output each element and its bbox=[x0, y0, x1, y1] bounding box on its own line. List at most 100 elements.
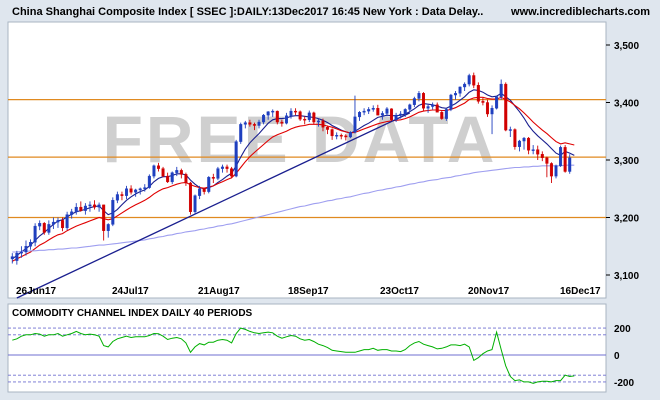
candle-body bbox=[422, 93, 426, 109]
candle-body bbox=[339, 135, 343, 137]
cci-title: COMMODITY CHANNEL INDEX DAILY 40 PERIODS bbox=[12, 308, 253, 319]
candle-body bbox=[522, 137, 526, 142]
candle-body bbox=[230, 168, 234, 177]
candle-body bbox=[431, 104, 435, 107]
price-y-tick-label: 3,200 bbox=[614, 214, 639, 225]
candle-body bbox=[56, 220, 60, 223]
candle-body bbox=[70, 211, 74, 215]
x-tick-label: 18Sep17 bbox=[288, 286, 329, 297]
candle-body bbox=[33, 225, 37, 243]
trendline-group bbox=[16, 112, 411, 299]
candle-body bbox=[280, 121, 284, 124]
candle-body bbox=[367, 109, 371, 112]
candle-body bbox=[102, 204, 106, 231]
candle-body bbox=[559, 147, 563, 166]
candle-body bbox=[549, 163, 553, 177]
price-y-tick-label: 3,100 bbox=[614, 271, 639, 282]
cci-line bbox=[12, 327, 575, 384]
candle-body bbox=[371, 108, 375, 110]
candle-body bbox=[93, 204, 97, 208]
candle-body bbox=[527, 137, 531, 151]
candle-body bbox=[426, 106, 430, 109]
candle-body bbox=[248, 122, 252, 125]
candle-body bbox=[161, 168, 165, 177]
cci-y-tick-label: 0 bbox=[614, 351, 620, 362]
candle-body bbox=[262, 114, 266, 123]
trendline bbox=[16, 112, 411, 299]
candle-body bbox=[531, 149, 535, 151]
candle-body bbox=[348, 132, 352, 138]
candle-body bbox=[65, 214, 69, 229]
candle-body bbox=[449, 94, 453, 110]
candle-body bbox=[106, 224, 110, 231]
candle-body bbox=[211, 177, 215, 179]
candle-body bbox=[179, 170, 183, 175]
candle-body bbox=[193, 195, 197, 212]
candle-body bbox=[284, 115, 288, 124]
candle-body bbox=[134, 189, 138, 193]
candle-body bbox=[271, 110, 275, 113]
candle-body bbox=[495, 96, 499, 109]
candle-body bbox=[207, 177, 211, 192]
cci-y-tick-label: -200 bbox=[614, 378, 634, 389]
candle-body bbox=[97, 204, 101, 208]
candle-body bbox=[463, 83, 467, 88]
candle-body bbox=[316, 120, 320, 123]
candle-body bbox=[298, 111, 302, 120]
candle-body bbox=[326, 127, 330, 130]
candle-body bbox=[220, 166, 224, 169]
candle-body bbox=[403, 109, 407, 115]
candle-body bbox=[408, 104, 412, 110]
candle-body bbox=[42, 223, 46, 233]
ma-mid-line bbox=[12, 96, 575, 262]
ma-short-line bbox=[11, 89, 575, 260]
candle-body bbox=[79, 206, 83, 211]
cci-y-tick-label: 200 bbox=[614, 324, 631, 335]
candle-body bbox=[358, 112, 362, 118]
candle-body bbox=[485, 102, 489, 115]
candle-body bbox=[38, 223, 42, 227]
candle-body bbox=[19, 251, 23, 254]
candle-body bbox=[568, 157, 572, 172]
candle-body bbox=[453, 93, 457, 96]
candle-body bbox=[120, 194, 124, 196]
candle-body bbox=[175, 170, 179, 173]
candle-body bbox=[152, 165, 156, 177]
candle-body bbox=[257, 121, 261, 126]
candle-body bbox=[138, 188, 142, 191]
candle-body bbox=[417, 93, 421, 99]
candle-body bbox=[266, 111, 270, 116]
candle-body bbox=[385, 108, 389, 114]
moving-averages bbox=[11, 89, 575, 262]
candle-body bbox=[125, 188, 129, 196]
x-tick-label: 21Aug17 bbox=[198, 286, 240, 297]
x-tick-label: 24Jul17 bbox=[112, 286, 149, 297]
candle-body bbox=[399, 113, 403, 116]
candle-body bbox=[412, 98, 416, 105]
candle-body bbox=[188, 182, 192, 212]
candle-body bbox=[83, 205, 87, 211]
candle-body bbox=[74, 206, 78, 212]
candle-body bbox=[24, 246, 28, 253]
site-label: www.incrediblecharts.com bbox=[510, 6, 650, 18]
price-x-axis: 26Jun17 24Jul17 21Aug17 18Sep17 23Oct17 20Nov… bbox=[16, 286, 601, 297]
candle-body bbox=[472, 75, 476, 86]
candle-body bbox=[513, 129, 517, 147]
candle-body bbox=[394, 114, 398, 120]
watermark: FREE DATA bbox=[103, 102, 498, 176]
candle-body bbox=[444, 109, 448, 119]
candle-body bbox=[147, 175, 151, 188]
candle-body bbox=[554, 165, 558, 177]
candle-body bbox=[29, 242, 33, 247]
cci-y-axis: 200 0 -200 bbox=[614, 324, 634, 389]
candle-body bbox=[321, 120, 325, 128]
cci-series bbox=[12, 327, 575, 384]
price-y-tick-label: 3,500 bbox=[614, 41, 639, 52]
candle-body bbox=[156, 165, 160, 169]
candle-body bbox=[294, 110, 298, 113]
candle-body bbox=[330, 129, 334, 137]
candle-body bbox=[504, 83, 508, 131]
cci-panel bbox=[7, 303, 607, 393]
candle-body bbox=[476, 85, 480, 102]
